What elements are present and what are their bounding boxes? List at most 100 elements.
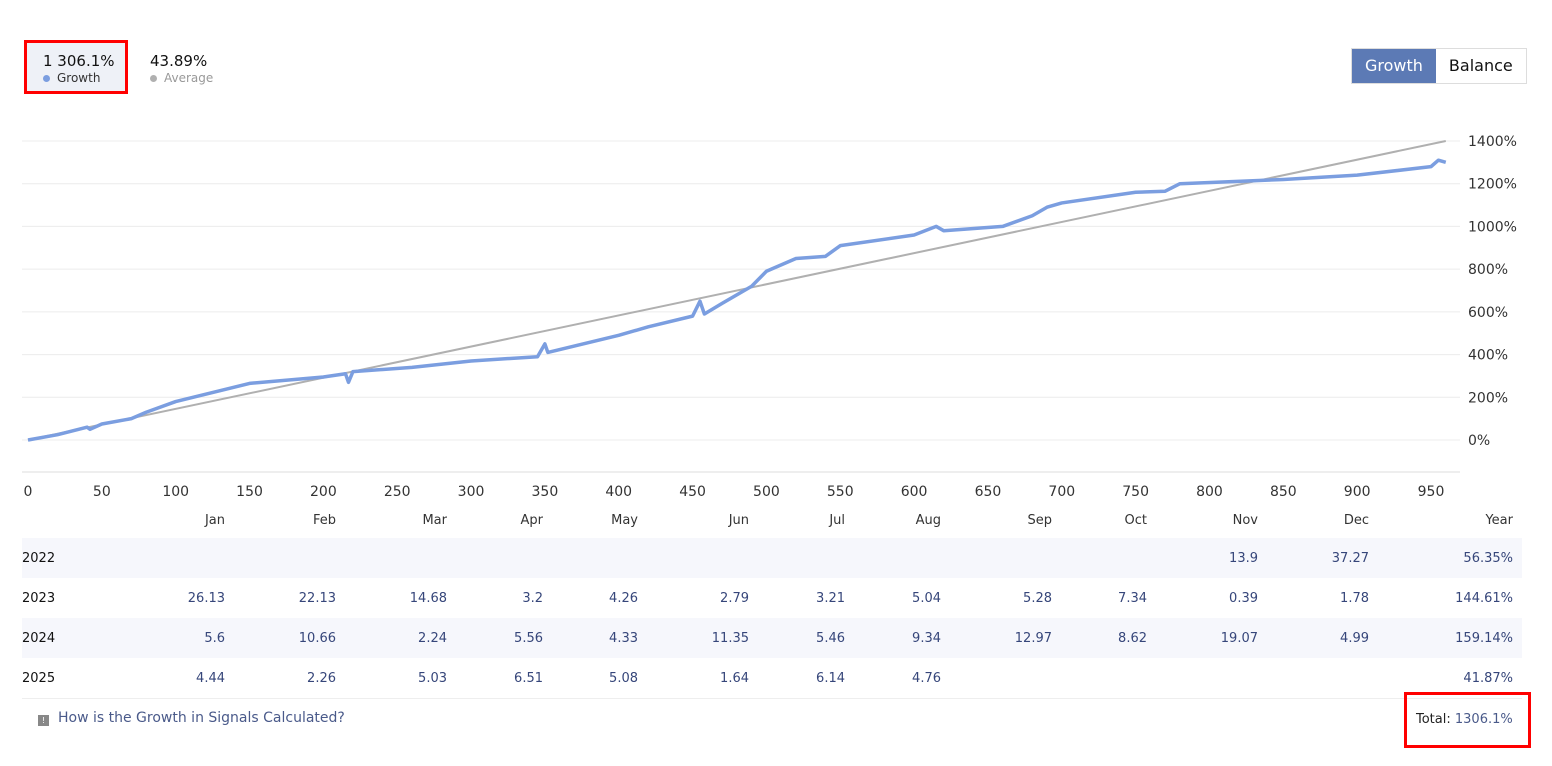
column-header: Feb	[312, 513, 336, 528]
month-return: 6.14	[816, 671, 845, 686]
growth-dot-icon	[43, 75, 50, 82]
table-row: 2022 13.9 37.27 56.35%	[22, 538, 1522, 578]
month-return: 4.44	[196, 671, 225, 686]
balance-button[interactable]: Balance	[1435, 49, 1526, 83]
x-tick-label: 350	[532, 484, 559, 500]
month-return: 3.21	[816, 591, 845, 606]
growth-legend-selected[interactable]	[24, 40, 128, 94]
month-return: 12.97	[1014, 631, 1052, 646]
x-tick-label: 250	[384, 484, 411, 500]
growth-label: Growth	[57, 71, 101, 85]
table-row: 2023 26.13 22.13 14.68 3.2 4.26 2.79 3.21 5.04 5.…	[22, 578, 1522, 618]
month-return: 14.68	[409, 591, 447, 606]
year-label: 2024	[22, 631, 56, 646]
y-tick-label: 1000%	[1468, 219, 1517, 235]
growth-value: 1 306.1%	[43, 52, 115, 70]
x-tick-label: 700	[1048, 484, 1075, 500]
x-tick-label: 650	[975, 484, 1002, 500]
growth-chart: 0% 200% 400% 600% 800% 1000% 1200% 1400% 0 50 100 1…	[22, 134, 1517, 500]
year-label: 2022	[22, 551, 56, 566]
month-return: 2.79	[720, 591, 749, 606]
total-label: Total:	[1416, 712, 1451, 727]
x-tick-label: 500	[753, 484, 780, 500]
growth-button[interactable]: Growth	[1352, 49, 1436, 83]
y-tick-label: 200%	[1468, 390, 1508, 406]
column-header: Oct	[1124, 513, 1147, 528]
month-return: 41.87%	[1463, 671, 1513, 686]
column-header: Sep	[1027, 513, 1052, 528]
month-return: 1.64	[720, 671, 749, 686]
growth-help-link[interactable]: ! How is the Growth in Signals Calculated…	[38, 710, 345, 726]
x-tick-label: 800	[1196, 484, 1223, 500]
column-header: Jun	[728, 513, 749, 528]
average-label: Average	[164, 71, 214, 85]
month-return: 4.26	[609, 591, 638, 606]
x-tick-label: 400	[605, 484, 632, 500]
divider	[22, 698, 1522, 699]
month-return: 19.07	[1220, 631, 1258, 646]
column-header: Nov	[1232, 513, 1258, 528]
month-return: 5.04	[912, 591, 941, 606]
month-return: 5.03	[418, 671, 447, 686]
table-header-row: Jan Feb Mar Apr May Jun Jul Aug Sep Oct Nov Dec Year	[22, 500, 1522, 538]
total-box: Total: 1306.1%	[1404, 692, 1531, 748]
x-tick-label: 300	[458, 484, 485, 500]
month-return: 2.26	[307, 671, 336, 686]
month-return: 4.76	[912, 671, 941, 686]
x-tick-label: 100	[162, 484, 189, 500]
column-header: Year	[1485, 513, 1513, 528]
legend-growth[interactable]: 1 306.1% Growth	[43, 52, 115, 85]
month-return: 2.24	[418, 631, 447, 646]
x-tick-label: 600	[901, 484, 928, 500]
average-dot-icon	[150, 75, 157, 82]
x-tick-label: 450	[679, 484, 706, 500]
month-return: 5.28	[1023, 591, 1052, 606]
column-header: Aug	[915, 513, 941, 528]
column-header: Apr	[520, 513, 544, 528]
month-return: 26.13	[187, 591, 225, 606]
help-link-text: How is the Growth in Signals Calculated?	[58, 710, 345, 726]
month-return: 7.34	[1118, 591, 1147, 606]
month-return: 22.13	[298, 591, 336, 606]
table-row: 2025 4.44 2.26 5.03 6.51 5.08 1.64 6.14 4.76 41.8…	[22, 658, 1522, 698]
month-return: 5.56	[514, 631, 543, 646]
month-return: 5.08	[609, 671, 638, 686]
month-return: 8.62	[1118, 631, 1147, 646]
x-tick-label: 550	[827, 484, 854, 500]
column-header: May	[611, 513, 638, 528]
month-return: 4.99	[1340, 631, 1369, 646]
column-header: Mar	[422, 513, 447, 528]
x-tick-label: 750	[1122, 484, 1149, 500]
series-line-growth	[27, 158, 1447, 442]
y-tick-label: 800%	[1468, 262, 1508, 278]
total-value: 1306.1%	[1454, 712, 1513, 727]
y-tick-label: 600%	[1468, 305, 1508, 321]
month-return: 6.51	[514, 671, 543, 686]
y-tick-label: 1200%	[1468, 177, 1517, 193]
legend-average[interactable]: 43.89% Average	[150, 52, 213, 85]
y-tick-label: 1400%	[1468, 134, 1517, 150]
chart-mode-toggle: Growth Balance	[1351, 48, 1527, 84]
month-return: 5.6	[204, 631, 225, 646]
x-tick-label: 850	[1270, 484, 1297, 500]
table-row: 2024 5.6 10.66 2.24 5.56 4.33 11.35 5.46 9.34 12.…	[22, 618, 1522, 658]
x-tick-label: 950	[1418, 484, 1445, 500]
month-return: 10.66	[298, 631, 336, 646]
x-tick-label: 0	[24, 484, 33, 500]
column-header: Jul	[829, 513, 845, 528]
year-label: 2025	[22, 671, 56, 686]
month-return: 3.2	[522, 591, 543, 606]
month-return: 11.35	[711, 631, 749, 646]
x-tick-label: 50	[93, 484, 111, 500]
column-header: Jan	[204, 513, 225, 528]
month-return: 1.78	[1340, 591, 1369, 606]
x-tick-label: 900	[1344, 484, 1371, 500]
month-return: 9.34	[912, 631, 941, 646]
month-return: 159.14%	[1455, 631, 1513, 646]
month-return: 0.39	[1229, 591, 1258, 606]
month-return: 56.35%	[1463, 551, 1513, 566]
average-value: 43.89%	[150, 52, 208, 70]
info-icon: !	[38, 715, 49, 726]
month-return: 4.33	[609, 631, 638, 646]
x-tick-label: 200	[310, 484, 337, 500]
